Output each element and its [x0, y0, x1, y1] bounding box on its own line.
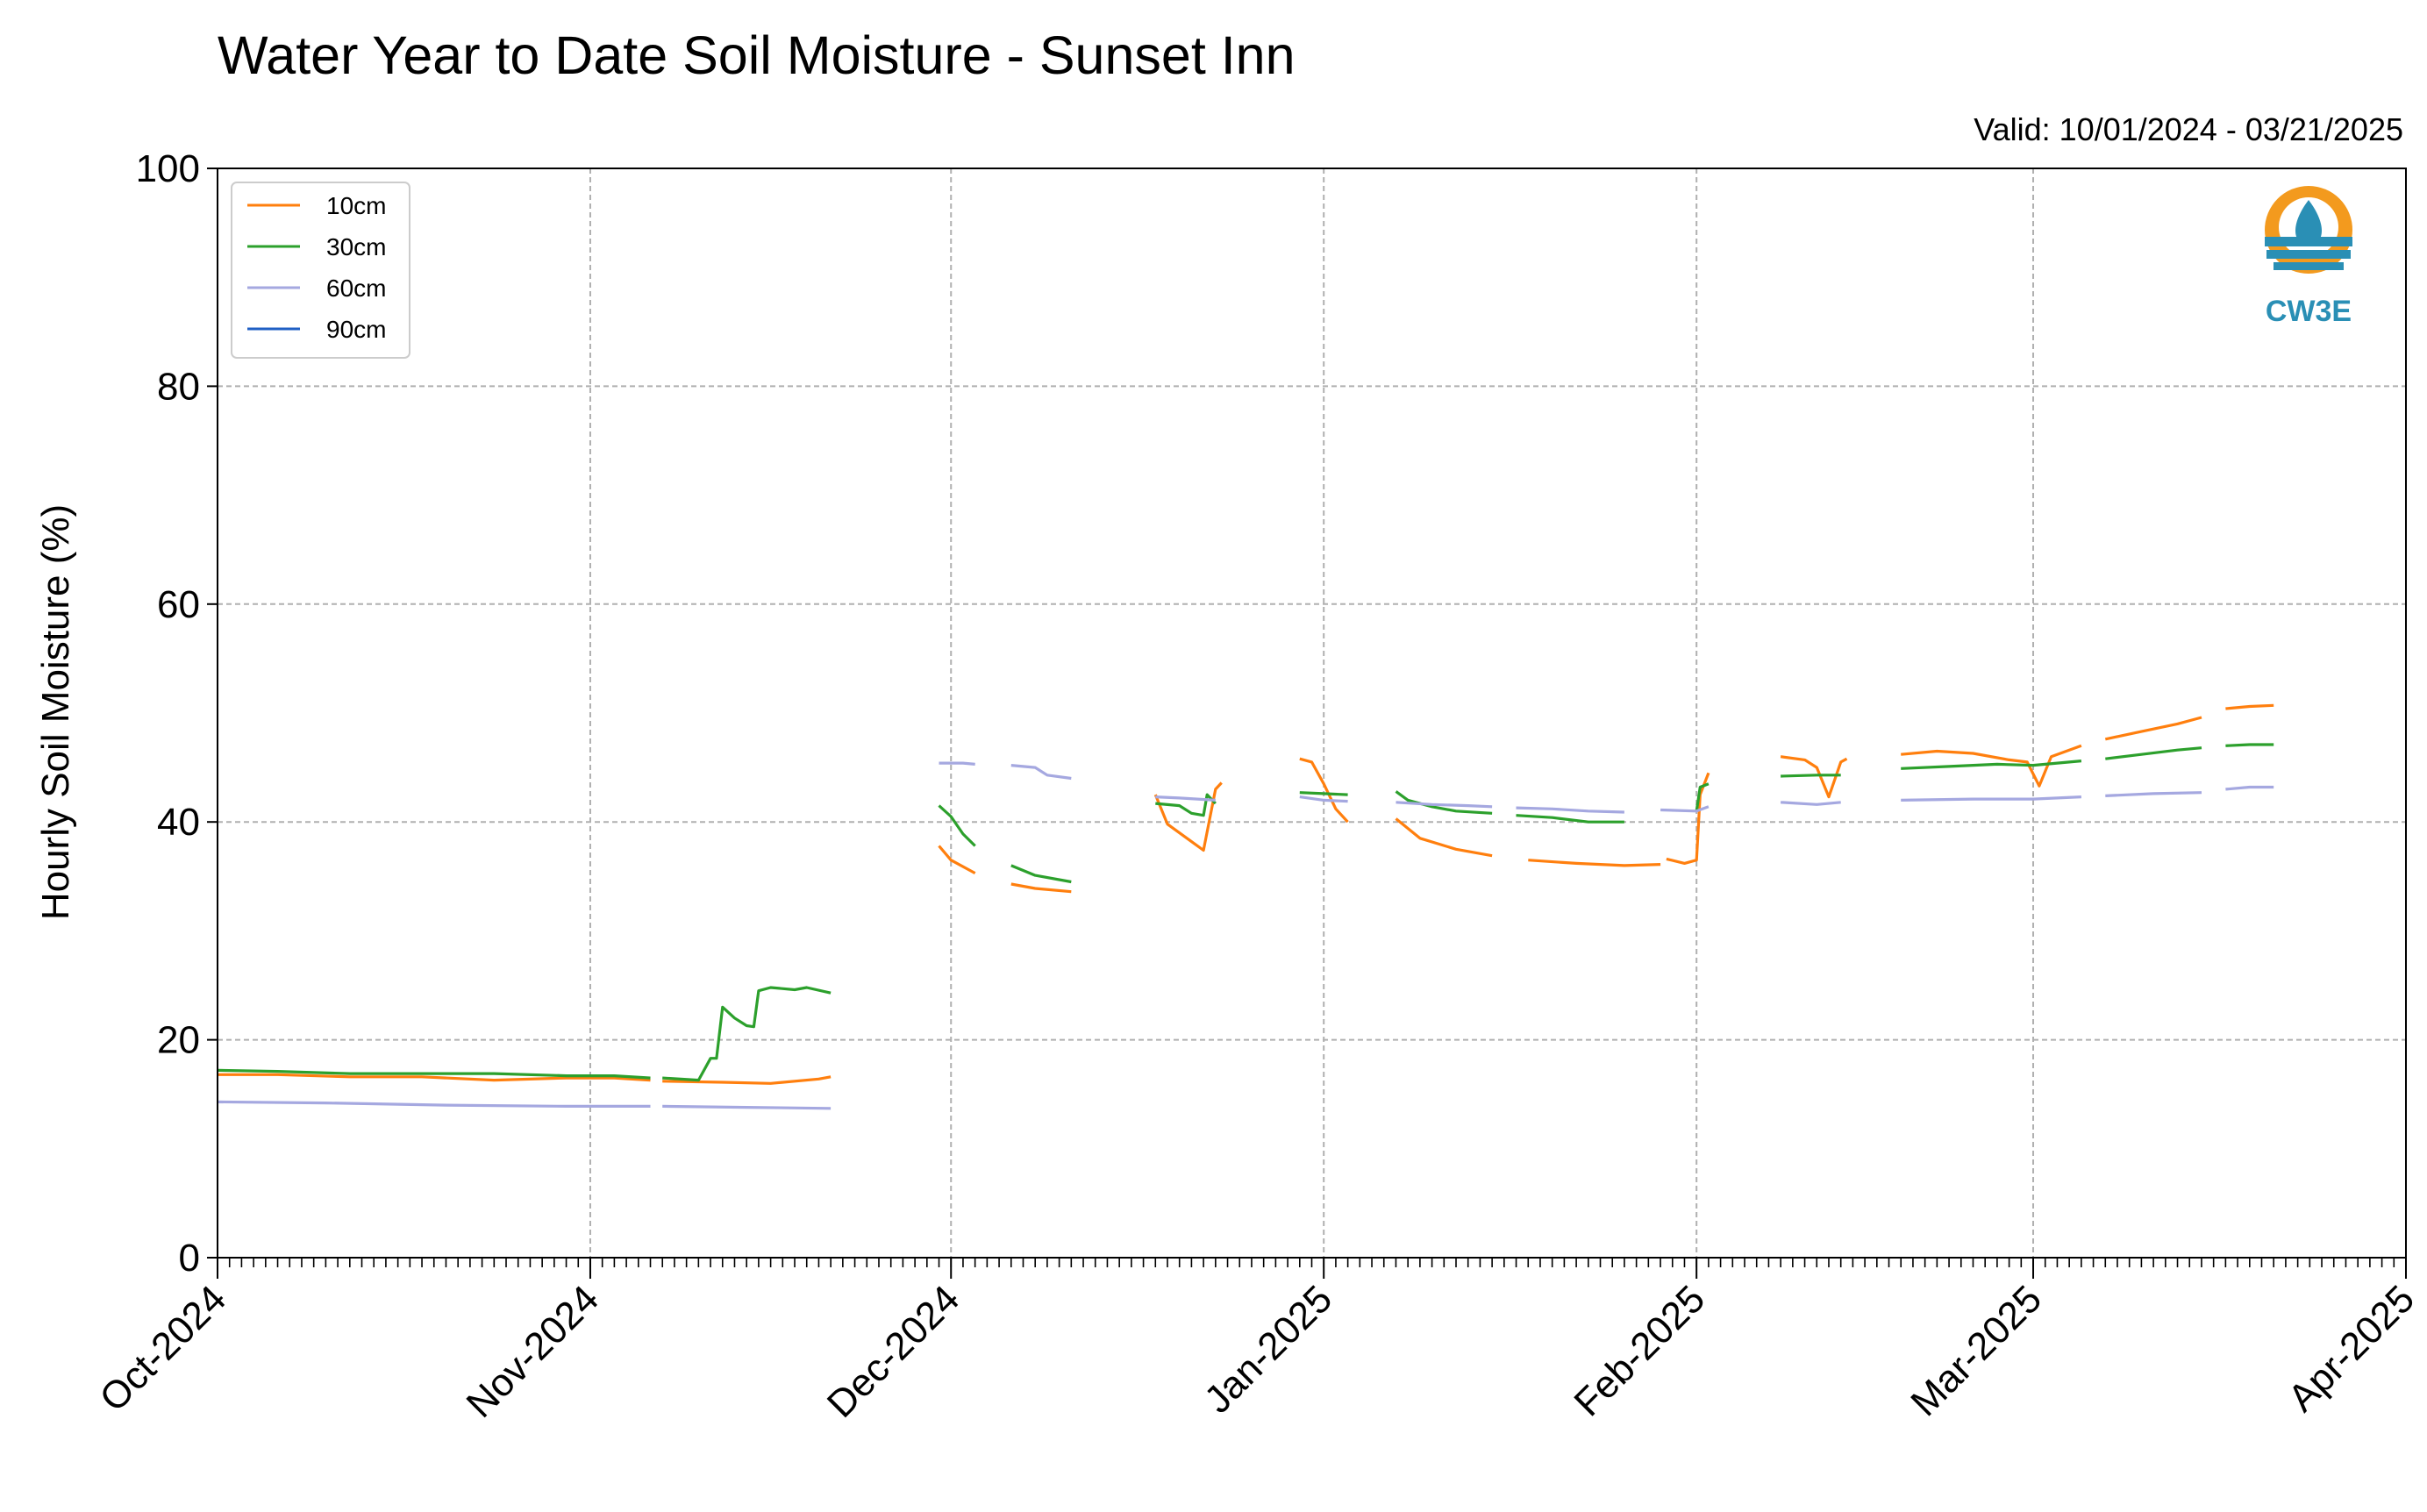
- y-tick-label: 20: [157, 1019, 200, 1062]
- legend-label: 30cm: [326, 233, 386, 260]
- series-layer: [217, 703, 2274, 1110]
- series-line-30cm: [1516, 814, 1624, 824]
- series-line-60cm: [939, 761, 975, 766]
- series-line-60cm: [1516, 806, 1624, 814]
- y-tick-label: 100: [136, 147, 200, 190]
- x-tick-label: Dec-2024: [819, 1277, 968, 1426]
- series-line-30cm: [217, 1068, 651, 1080]
- series-line-60cm: [1155, 795, 1216, 802]
- series-line-30cm: [1010, 864, 1072, 884]
- grid-layer: [218, 168, 2406, 1258]
- logo-text: CW3E: [2266, 295, 2352, 328]
- x-tick-label: Mar-2025: [1902, 1277, 2050, 1424]
- x-tick-label: Jan-2025: [1196, 1277, 1340, 1421]
- series-line-60cm: [217, 1100, 651, 1109]
- chart-title: Water Year to Date Soil Moisture - Sunse…: [218, 25, 1296, 85]
- series-line-60cm: [1901, 795, 2081, 802]
- series-line-60cm: [1010, 764, 1072, 781]
- series-line-10cm: [2104, 716, 2202, 741]
- legend-box: [231, 182, 410, 359]
- series-line-60cm: [1660, 805, 1710, 813]
- series-line-30cm: [1901, 760, 2082, 770]
- series-line-10cm: [1153, 781, 1223, 852]
- y-axis-label: Hourly Soil Moisture (%): [34, 504, 77, 920]
- series-line-60cm: [1299, 795, 1348, 803]
- series-line-10cm: [1395, 817, 1493, 858]
- series-line-10cm: [2225, 703, 2274, 710]
- y-tick-label: 60: [157, 583, 200, 626]
- series-line-10cm: [662, 1075, 832, 1085]
- legend-label: 90cm: [326, 316, 386, 343]
- series-line-60cm: [2105, 791, 2202, 797]
- cw3e-logo: CW3E: [2265, 186, 2352, 328]
- legend-label: 10cm: [326, 192, 386, 219]
- logo-wave-3: [2274, 262, 2344, 270]
- series-line-10cm: [1299, 757, 1349, 824]
- series-line-10cm: [1010, 882, 1072, 894]
- series-line-30cm: [1299, 791, 1348, 796]
- legend: 10cm 30cm 60cm 90cm: [231, 182, 410, 359]
- legend-label: 60cm: [326, 275, 386, 302]
- series-line-10cm: [938, 845, 976, 875]
- x-tick-label: Apr-2025: [2280, 1277, 2423, 1420]
- y-tick-label: 40: [157, 801, 200, 844]
- series-line-10cm: [1901, 744, 2082, 788]
- series-line-10cm: [218, 1073, 651, 1082]
- series-line-10cm: [1780, 755, 1848, 799]
- ticks-layer: 0 20 40 60 80 100 Oct-2024 Nov-2024 Dec-2024 Jan-…: [91, 147, 2423, 1426]
- y-tick-label: 0: [179, 1237, 200, 1280]
- series-line-30cm: [662, 986, 832, 1082]
- series-line-60cm: [2225, 785, 2274, 791]
- series-line-30cm: [938, 804, 976, 847]
- y-tick-label: 80: [157, 365, 200, 408]
- series-line-60cm: [1396, 801, 1493, 809]
- x-tick-label: Oct-2024: [91, 1277, 234, 1420]
- series-line-30cm: [1695, 782, 1710, 812]
- logo-wave-1: [2265, 237, 2352, 246]
- logo-wave-2: [2266, 250, 2351, 259]
- series-line-60cm: [662, 1104, 832, 1110]
- series-line-10cm: [1528, 859, 1661, 867]
- series-line-30cm: [1781, 774, 1841, 778]
- series-line-30cm: [1155, 793, 1217, 817]
- series-line-60cm: [1781, 801, 1841, 806]
- series-line-30cm: [2105, 746, 2202, 760]
- x-tick-label: Nov-2024: [458, 1277, 607, 1426]
- series-line-30cm: [1395, 790, 1493, 815]
- logo-drop: [2295, 200, 2322, 246]
- x-tick-label: Feb-2025: [1566, 1277, 1713, 1424]
- chart-subtitle: Valid: 10/01/2024 - 03/21/2025: [1974, 111, 2403, 147]
- plot-frame: [217, 168, 2407, 1259]
